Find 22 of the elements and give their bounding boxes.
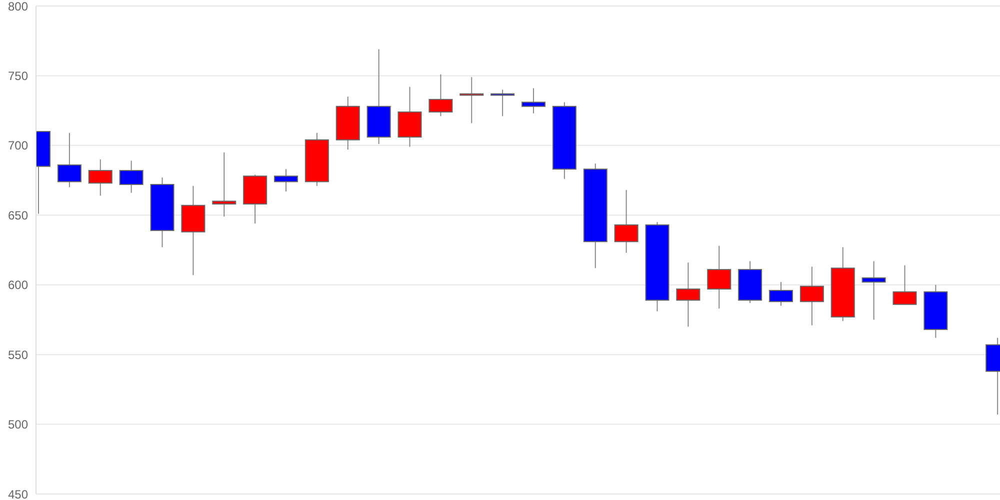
candlestick <box>768 282 793 306</box>
candlestick <box>800 266 824 326</box>
y-tick-label: 500 <box>8 418 28 432</box>
y-tick-label: 800 <box>8 0 28 14</box>
candlestick <box>119 160 144 194</box>
y-tick-label: 650 <box>8 208 28 222</box>
candlestick <box>212 152 236 218</box>
y-tick-label: 700 <box>8 138 28 153</box>
candlestick <box>676 262 700 328</box>
candlestick <box>522 88 546 114</box>
y-tick-label: 450 <box>8 487 28 500</box>
y-tick-label: 750 <box>8 68 28 83</box>
y-tick-label: 550 <box>8 348 28 362</box>
candlestick <box>88 158 112 196</box>
candlestick <box>614 190 638 254</box>
candlestick <box>892 264 917 305</box>
y-tick-label: 600 <box>8 278 28 292</box>
candlestick <box>862 260 886 320</box>
candlestick <box>57 132 82 188</box>
candlestick <box>274 168 298 192</box>
candlestick <box>428 74 453 117</box>
candlestick <box>707 245 732 310</box>
